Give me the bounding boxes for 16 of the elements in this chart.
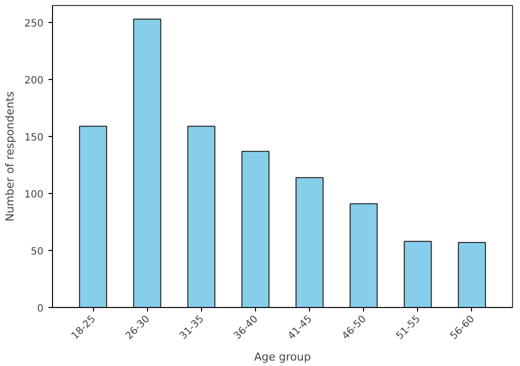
bar: [187, 126, 216, 308]
x-axis-title: Age group: [254, 350, 311, 364]
y-tick-label: 100: [24, 190, 44, 201]
bar: [133, 18, 162, 308]
y-tick-label: 150: [24, 132, 44, 144]
y-tick-label: 50: [30, 246, 44, 258]
bar: [404, 240, 432, 308]
bar: [458, 242, 486, 308]
y-tick-label: 200: [24, 76, 44, 87]
y-tick-label: 0: [37, 304, 44, 314]
bar: [296, 177, 324, 308]
y-axis-title: Number of respondents: [3, 91, 16, 222]
bar: [350, 203, 378, 308]
y-tick-label: 250: [24, 18, 44, 30]
bar: [79, 126, 108, 308]
bar: [241, 150, 270, 308]
